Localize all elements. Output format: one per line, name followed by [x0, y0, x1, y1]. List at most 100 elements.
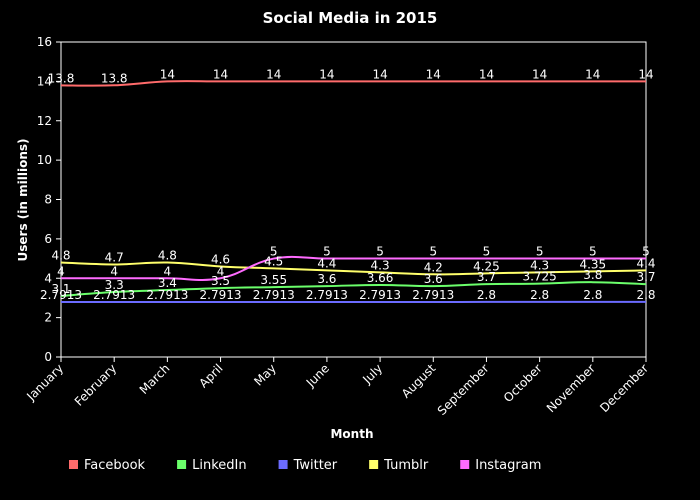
data-label-linkedin: 3.8: [583, 268, 602, 282]
legend-label-tumblr: Tumblr: [383, 458, 429, 473]
data-label-twitter: 2.7913: [306, 288, 348, 302]
data-label-linkedin: 3.6: [424, 272, 443, 286]
legend-label-linkedin: LinkedIn: [192, 458, 246, 473]
data-label-facebook: 13.8: [101, 71, 128, 85]
data-label-instagram: 5: [589, 245, 597, 259]
y-tick-label: 6: [44, 232, 52, 246]
x-axis-label: Month: [330, 427, 373, 441]
y-tick-label: 0: [44, 350, 52, 364]
x-tick-label: May: [251, 361, 278, 388]
x-tick-label: November: [544, 361, 598, 415]
data-label-facebook: 14: [585, 67, 600, 81]
data-label-instagram: 4: [57, 264, 65, 278]
data-label-instagram: 5: [323, 245, 331, 259]
data-label-linkedin: 3.6: [317, 272, 336, 286]
y-axis-label: Users (in millions): [16, 139, 30, 262]
legend-label-twitter: Twitter: [293, 458, 338, 473]
data-label-linkedin: 3.725: [522, 270, 556, 284]
data-label-instagram: 5: [376, 245, 384, 259]
data-label-instagram: 5: [536, 245, 544, 259]
y-tick-label: 16: [37, 35, 52, 49]
legend-swatch-instagram: [460, 460, 470, 469]
data-label-instagram: 5: [642, 245, 650, 259]
legend: Facebook LinkedIn Twitter Tumblr Instagram: [69, 458, 541, 473]
data-label-tumblr: 4.25: [473, 259, 500, 273]
data-label-tumblr: 4.4: [636, 256, 655, 270]
data-label-tumblr: 4.35: [579, 257, 606, 271]
data-label-twitter: 2.7913: [412, 288, 454, 302]
data-label-facebook: 14: [319, 67, 334, 81]
data-label-tumblr: 4.3: [530, 258, 549, 272]
data-label-instagram: 4: [164, 264, 172, 278]
data-label-instagram: 5: [483, 245, 491, 259]
y-tick-label: 12: [37, 114, 52, 128]
x-tick-label: February: [72, 361, 120, 409]
data-label-facebook: 14: [532, 67, 547, 81]
data-label-tumblr: 4.5: [264, 254, 283, 268]
data-label-facebook: 14: [479, 67, 494, 81]
x-tick-label: September: [435, 361, 492, 418]
x-tick-label: June: [303, 361, 332, 390]
data-label-linkedin: 3.1: [51, 282, 70, 296]
data-label-twitter: 2.7913: [93, 288, 135, 302]
y-tick-label: 10: [37, 153, 52, 167]
data-label-twitter: 2.7913: [146, 288, 188, 302]
data-label-tumblr: 4.4: [317, 256, 336, 270]
data-label-linkedin: 3.5: [211, 274, 230, 288]
legend-swatch-twitter: [278, 460, 288, 469]
data-label-linkedin: 3.66: [367, 271, 394, 285]
chart-title: Social Media in 2015: [263, 9, 438, 27]
plot-area: 0 2 4 6 8 10 12 14 16 January February March April Ma…: [23, 35, 655, 418]
data-label-linkedin: 3.55: [260, 273, 287, 287]
data-label-twitter: 2.8: [636, 288, 655, 302]
legend-swatch-tumblr: [369, 460, 379, 469]
y-tick-label: 8: [44, 193, 52, 207]
y-tick-label: 4: [44, 271, 52, 285]
x-tick-label: December: [597, 361, 651, 415]
data-label-facebook: 14: [426, 67, 441, 81]
legend-label-instagram: Instagram: [475, 458, 541, 473]
data-label-linkedin: 3.7: [477, 270, 496, 284]
data-label-facebook: 13.8: [48, 71, 75, 85]
plot-frame: [60, 41, 647, 358]
series-line-facebook: [60, 80, 646, 87]
x-tick-label: August: [399, 361, 439, 401]
data-label-facebook: 14: [266, 67, 281, 81]
data-label-twitter: 2.8: [477, 288, 496, 302]
data-label-tumblr: 4.7: [105, 250, 124, 264]
data-label-twitter: 2.7913: [359, 288, 401, 302]
data-label-linkedin: 3.4: [158, 276, 177, 290]
data-label-instagram: 5: [429, 245, 437, 259]
data-label-tumblr: 4.8: [51, 249, 70, 263]
data-label-linkedin: 3.7: [636, 270, 655, 284]
data-label-instagram: 4: [110, 264, 118, 278]
data-label-facebook: 14: [638, 67, 653, 81]
data-label-linkedin: 3.3: [105, 278, 124, 292]
legend-label-facebook: Facebook: [84, 458, 146, 473]
x-tick-label: October: [501, 361, 545, 405]
legend-swatch-facebook: [69, 460, 78, 469]
data-label-facebook: 14: [372, 67, 387, 81]
data-label-facebook: 14: [160, 67, 175, 81]
series-line-instagram: [61, 255, 646, 281]
y-tick-label: 14: [37, 74, 52, 88]
x-tick-label: April: [196, 361, 225, 390]
y-tick-label: 2: [44, 311, 52, 325]
data-label-tumblr: 4.8: [158, 249, 177, 263]
data-label-tumblr: 4.3: [371, 258, 390, 272]
data-label-twitter: 2.8: [530, 288, 549, 302]
data-label-tumblr: 4.6: [211, 252, 230, 266]
series-line-linkedin: [60, 281, 647, 297]
data-label-twitter: 2.7913: [200, 288, 242, 302]
x-tick-label: January: [23, 361, 66, 404]
data-label-instagram: 4: [217, 264, 225, 278]
series-line-tumblr: [60, 261, 647, 276]
legend-swatch-linkedin: [177, 460, 187, 469]
x-tick-label: March: [137, 361, 173, 397]
data-label-tumblr: 4.2: [424, 260, 443, 274]
data-label-instagram: 5: [270, 245, 278, 259]
data-label-twitter: 2.8: [583, 288, 602, 302]
data-label-facebook: 14: [213, 67, 228, 81]
data-label-twitter: 2.7913: [253, 288, 295, 302]
